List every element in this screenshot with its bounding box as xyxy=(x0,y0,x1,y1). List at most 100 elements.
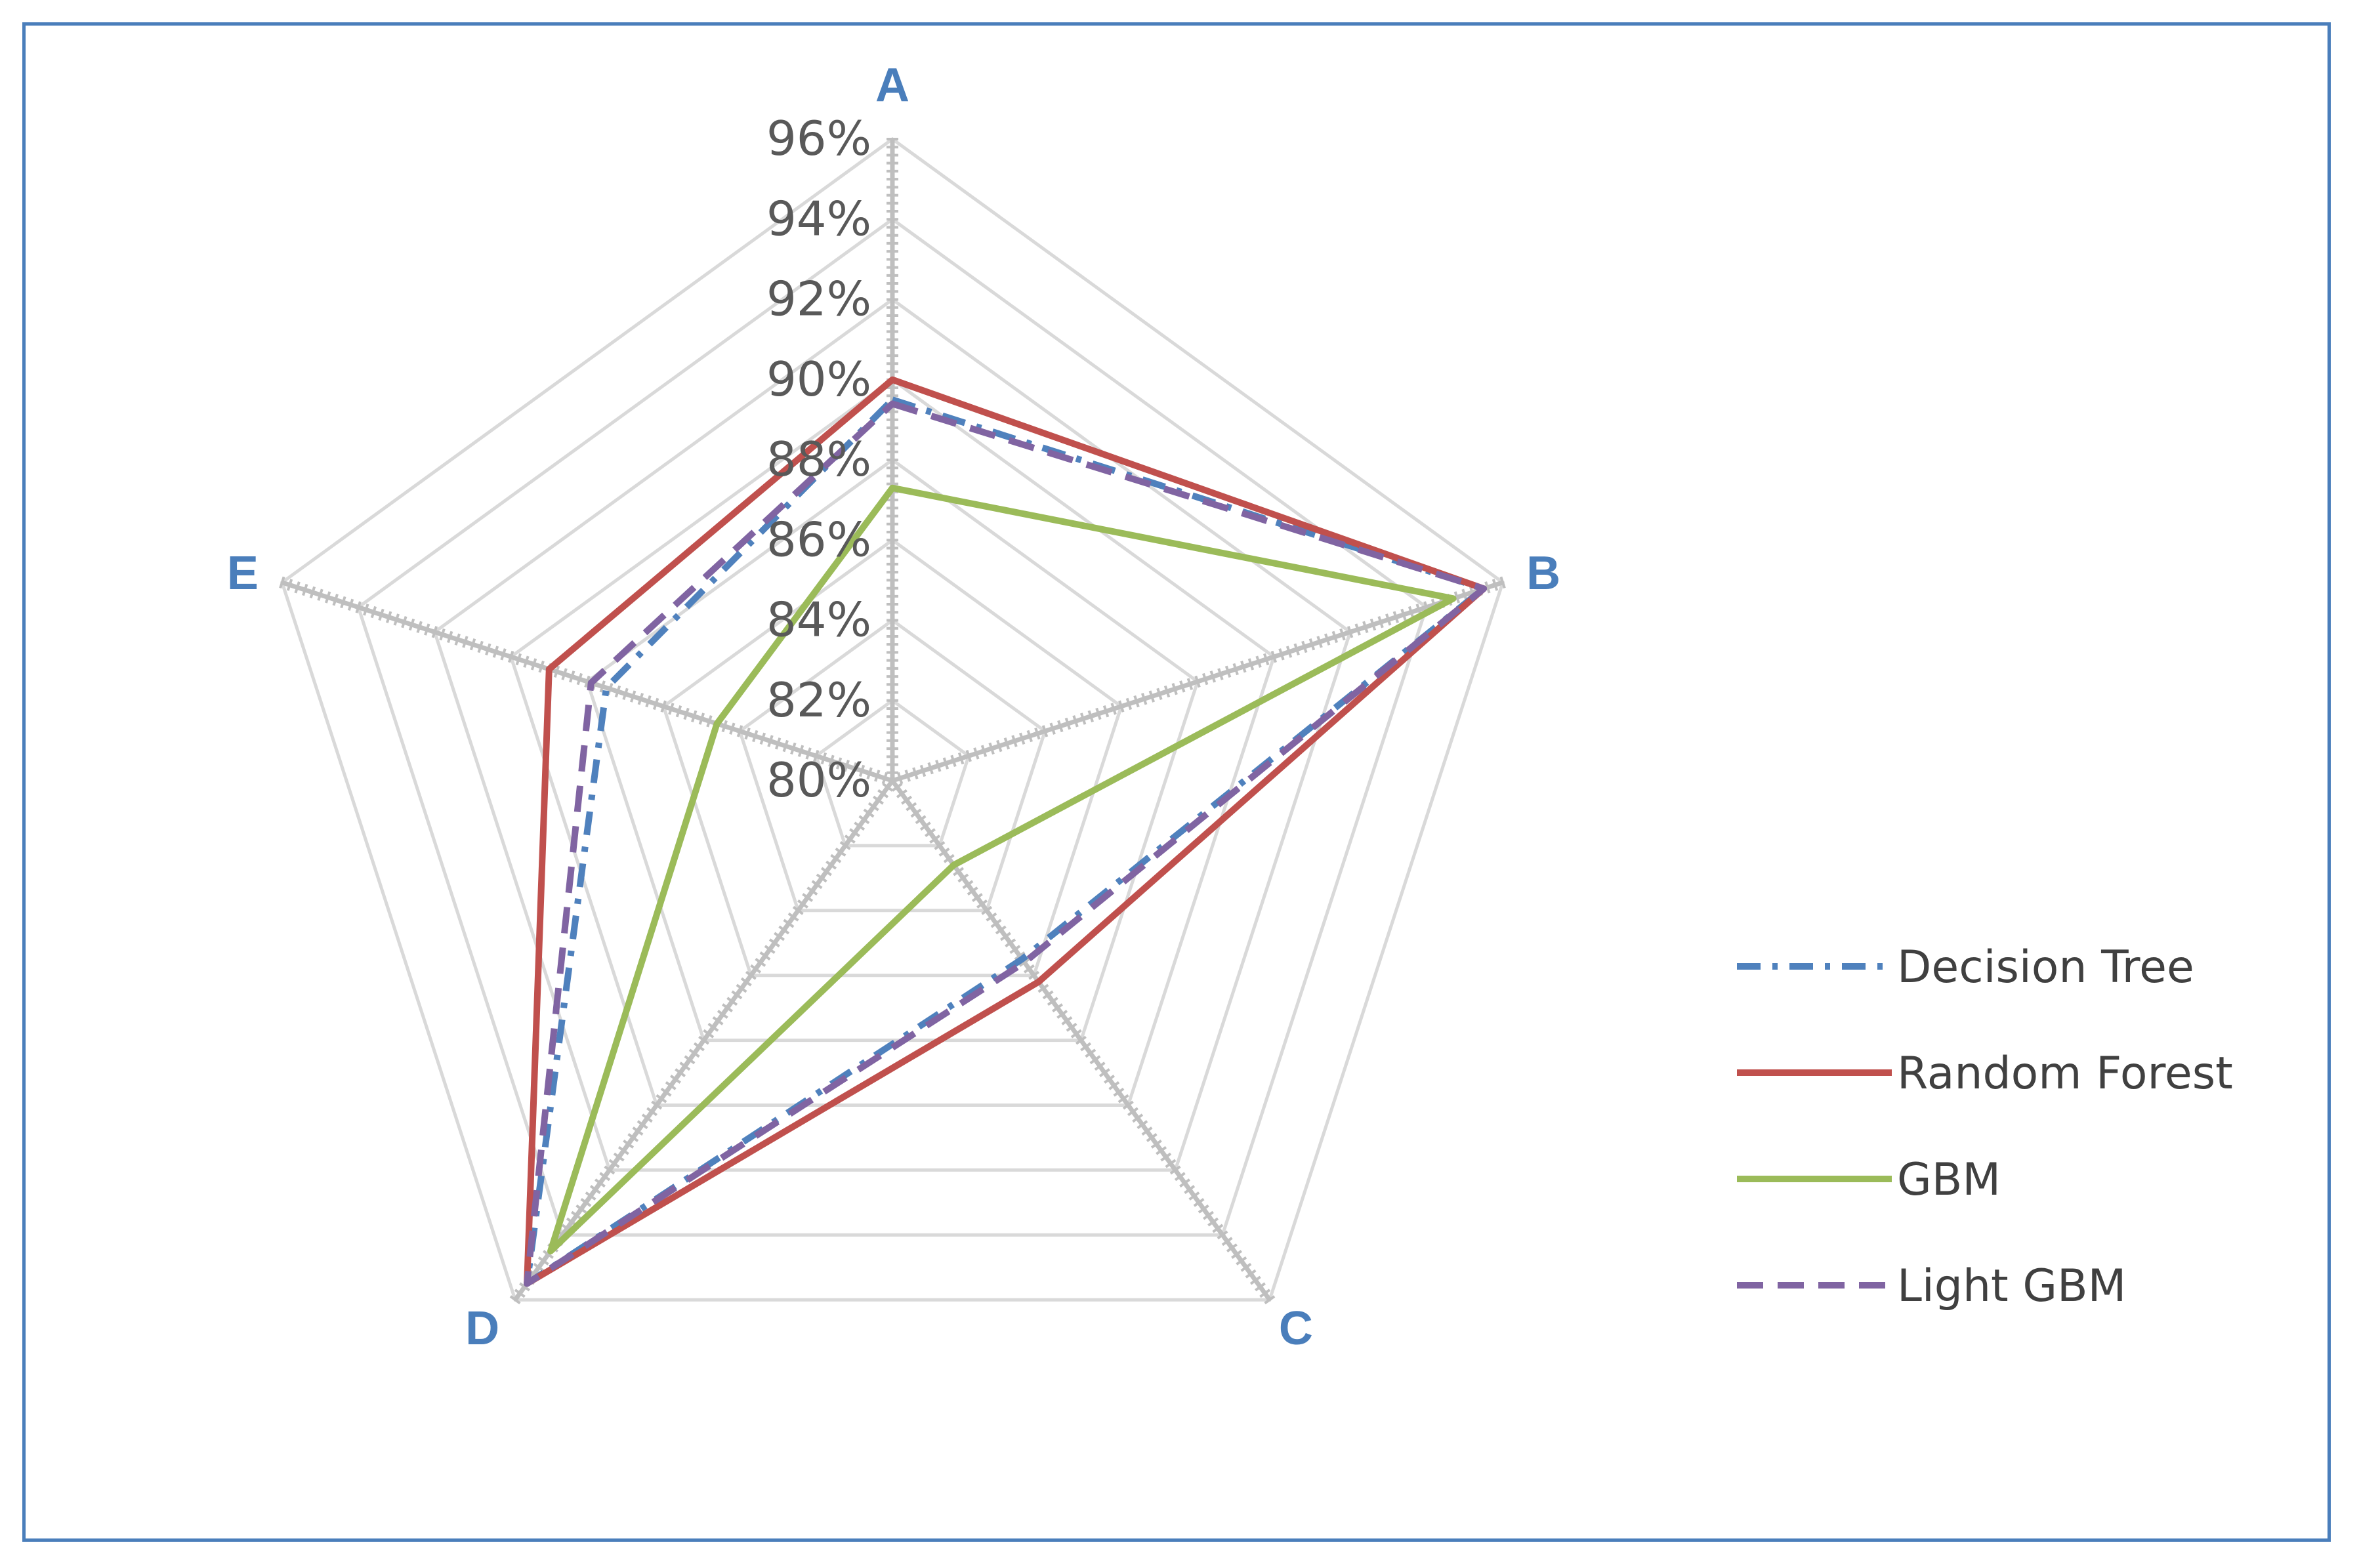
spoke-tick xyxy=(1070,1029,1082,1039)
spoke-tick xyxy=(622,688,629,700)
spoke-tick xyxy=(935,760,942,772)
spoke-tick xyxy=(665,1081,677,1090)
spoke-tick xyxy=(1148,690,1155,703)
spoke-tick xyxy=(317,588,324,601)
spoke-tick xyxy=(309,586,316,599)
spoke-tick xyxy=(623,1139,635,1149)
axis-labels: A B C D E xyxy=(227,59,1560,1355)
spoke-tick xyxy=(1245,1269,1257,1279)
spoke-tick xyxy=(901,795,913,805)
spoke-tick xyxy=(1347,626,1354,638)
spoke-tick xyxy=(706,715,713,728)
spoke-tick xyxy=(683,707,690,720)
spoke-tick xyxy=(915,815,927,825)
spoke-tick xyxy=(1034,728,1041,740)
spoke-tick xyxy=(1484,581,1491,594)
spoke-tick xyxy=(736,725,743,737)
grid-ring-82 xyxy=(814,698,971,848)
spoke-tick xyxy=(1018,958,1030,967)
spoke-tick xyxy=(1146,1133,1158,1142)
spoke-tick xyxy=(576,672,583,686)
spoke-tick xyxy=(874,770,881,782)
spoke-tick xyxy=(646,1107,658,1117)
spoke-tick xyxy=(988,742,995,755)
spoke-tick xyxy=(797,899,808,909)
spoke-tick xyxy=(965,750,972,762)
chart-frame: 80% 82% 84% 86% 88% 90% 92% 94% 96% A B C D E Decisi… xyxy=(22,22,2331,1542)
spoke-tick xyxy=(401,616,407,629)
spoke-tick xyxy=(731,990,743,1000)
spoke-tick xyxy=(919,821,931,831)
legend: Decision Tree Random Forest GBM Light GBM xyxy=(1737,941,2233,1312)
spoke-tick xyxy=(1133,695,1140,708)
spoke-tick xyxy=(729,722,736,735)
spoke-tick xyxy=(1085,1048,1096,1058)
spoke-tick xyxy=(1249,1275,1261,1285)
spoke-tick xyxy=(617,1145,629,1155)
spoke-tick xyxy=(1270,650,1278,663)
spoke-tick xyxy=(1056,1010,1068,1019)
spoke-tick xyxy=(851,762,858,775)
spoke-tick xyxy=(1023,964,1035,974)
spoke-tick xyxy=(693,1042,705,1052)
spoke-tick xyxy=(967,886,978,896)
grid-ring-90 xyxy=(509,377,1276,1107)
spoke-tick xyxy=(957,873,969,883)
spoke-tick xyxy=(599,1172,611,1182)
grid-ring-92 xyxy=(432,297,1352,1172)
spoke-tick xyxy=(485,643,491,655)
spoke-tick xyxy=(1226,1243,1238,1253)
spoke-tick xyxy=(1005,938,1016,948)
spoke-tick xyxy=(1049,722,1056,735)
spoke-tick xyxy=(1492,579,1499,591)
spoke-tick xyxy=(782,739,789,753)
spoke-tick xyxy=(519,1282,530,1292)
spoke-tick xyxy=(294,581,301,594)
spoke-tick xyxy=(340,596,346,609)
legend-label-0: Decision Tree xyxy=(1897,941,2194,993)
spoke-tick xyxy=(1193,1197,1205,1207)
spoke-tick xyxy=(509,1295,521,1305)
spoke-tick xyxy=(637,693,644,705)
spoke-tick xyxy=(1079,712,1087,725)
series-gbm xyxy=(547,484,1457,1255)
spoke-tick xyxy=(645,695,652,708)
spoke-tick xyxy=(906,802,917,812)
spoke-tick xyxy=(1316,636,1323,648)
spoke-tick xyxy=(990,918,1002,928)
spoke-tick xyxy=(1339,628,1346,641)
spoke-tick xyxy=(431,626,438,638)
spoke-tick xyxy=(584,675,591,688)
spoke-tick xyxy=(1047,997,1058,1006)
spoke-tick xyxy=(1293,643,1300,655)
radar-chart: 80% 82% 84% 86% 88% 90% 92% 94% 96% A B C D E Decisi… xyxy=(227,59,2233,1355)
spoke-tick xyxy=(1453,591,1461,604)
spoke-tick xyxy=(585,1191,596,1201)
spoke-tick xyxy=(767,735,774,747)
spoke-tick xyxy=(1259,1289,1271,1298)
spoke-tick xyxy=(1108,1081,1120,1090)
spoke-tick xyxy=(608,1159,620,1168)
spoke-tick xyxy=(919,764,927,777)
radial-tick-labels: 80% 82% 84% 86% 88% 90% 92% 94% 96% xyxy=(766,111,871,808)
spoke-tick xyxy=(439,628,446,641)
spoke-tick xyxy=(1385,613,1392,626)
spoke-tick xyxy=(835,757,843,770)
spoke-tick xyxy=(1102,705,1110,718)
spoke-tick xyxy=(668,703,675,715)
spoke-tick xyxy=(1408,606,1415,619)
spoke-tick xyxy=(1014,951,1026,960)
radar-spokes xyxy=(279,138,1506,1305)
spoke-tick xyxy=(698,712,705,725)
spoke-tick xyxy=(912,767,919,779)
spoke-tick xyxy=(1141,1126,1153,1136)
axis-label-D: D xyxy=(465,1302,499,1355)
spoke-tick xyxy=(514,1289,526,1298)
spoke-tick xyxy=(1117,1094,1129,1104)
spoke-tick xyxy=(722,1003,733,1013)
spoke-tick xyxy=(938,847,950,857)
spoke-tick xyxy=(1217,668,1224,680)
spoke-tick xyxy=(656,1094,667,1104)
spoke-tick xyxy=(1018,732,1026,745)
spoke-tick xyxy=(599,680,606,693)
